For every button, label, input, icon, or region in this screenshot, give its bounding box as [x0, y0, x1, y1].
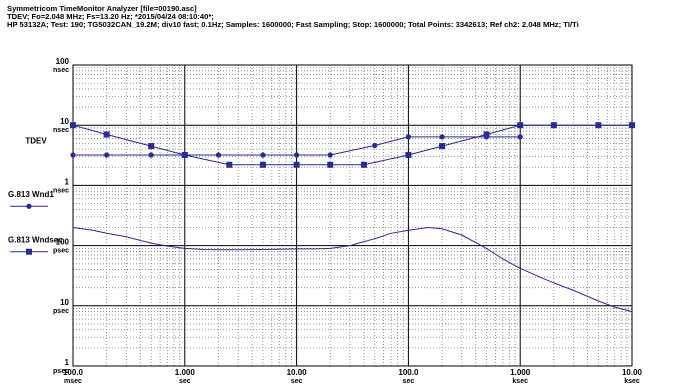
data-point — [439, 134, 445, 140]
data-point — [260, 152, 266, 158]
chart-legend: G.813 Wnd1 G.813 Wndsec — [8, 190, 63, 255]
data-point — [517, 134, 523, 140]
x-tick-unit: ksec — [624, 378, 640, 385]
header-line-2: TDEV; Fo=2.048 MHz; Fs=13.20 Hz; *2015/0… — [7, 12, 214, 21]
x-tick-unit: sec — [291, 378, 303, 385]
data-point — [405, 151, 412, 158]
y-tick-label: 1 — [65, 177, 70, 186]
data-point — [259, 161, 266, 168]
data-point — [148, 152, 154, 158]
x-tick-label: 100.0 — [398, 368, 419, 377]
data-point — [517, 122, 524, 129]
y-tick-label: 1 — [65, 358, 70, 367]
y-tick-unit: psec — [53, 368, 69, 375]
chart-axes: 100.0msec1.000sec10.00sec100.0sec1.000ks… — [25, 57, 642, 385]
x-tick-unit: sec — [179, 378, 191, 385]
y-tick-label: 100 — [56, 57, 70, 66]
x-tick-unit: ksec — [512, 378, 528, 385]
data-point — [293, 161, 300, 168]
x-tick-label: 100.0 — [63, 368, 84, 377]
header-line-3: HP 53132A; Test: 190; TG5032CAN_19.2M; d… — [7, 20, 579, 29]
x-tick-label: 1.000 — [175, 368, 196, 377]
data-point — [148, 143, 155, 150]
y-tick-label: 10 — [60, 117, 69, 126]
data-point — [70, 122, 76, 129]
data-point — [483, 131, 490, 138]
data-point — [104, 152, 110, 158]
data-point — [181, 151, 188, 158]
legend-label: G.813 Wndsec — [8, 236, 63, 245]
series-line — [72, 226, 633, 313]
y-tick-unit: psec — [53, 308, 69, 315]
data-point — [226, 161, 233, 168]
data-point — [103, 131, 110, 138]
data-point — [70, 152, 76, 158]
x-tick-unit: msec — [64, 378, 82, 385]
y-tick-unit: nsec — [53, 127, 69, 134]
y-tick-label: 100 — [56, 238, 70, 247]
data-point — [372, 142, 378, 149]
header-line-1: Symmetricom TimeMonitor Analyzer [file=0… — [7, 4, 197, 13]
data-point — [360, 161, 367, 168]
data-point — [550, 122, 557, 129]
plot-frame — [72, 64, 633, 367]
data-point — [215, 152, 222, 158]
y-tick-unit: psec — [53, 248, 69, 255]
data-point — [294, 152, 300, 158]
data-point — [327, 161, 334, 168]
legend-label: G.813 Wnd1 — [8, 190, 54, 199]
data-point — [439, 143, 446, 150]
x-tick-label: 10.00 — [287, 368, 308, 377]
data-point — [629, 122, 635, 129]
y-tick-label: 10 — [60, 298, 69, 307]
legend-marker — [26, 248, 32, 255]
chart-grid — [72, 64, 633, 367]
y-tick-unit: nsec — [53, 67, 69, 74]
series-line — [72, 124, 632, 166]
legend-marker — [26, 203, 32, 209]
chart-series — [70, 122, 635, 313]
data-point — [327, 152, 333, 158]
data-point — [405, 134, 411, 140]
y-tick-unit: nsec — [53, 187, 69, 194]
y-axis-label: TDEV — [25, 136, 47, 145]
x-tick-unit: sec — [403, 378, 415, 385]
data-point — [595, 122, 602, 129]
x-tick-label: 1.000 — [510, 368, 531, 377]
x-tick-label: 10.00 — [622, 368, 643, 377]
